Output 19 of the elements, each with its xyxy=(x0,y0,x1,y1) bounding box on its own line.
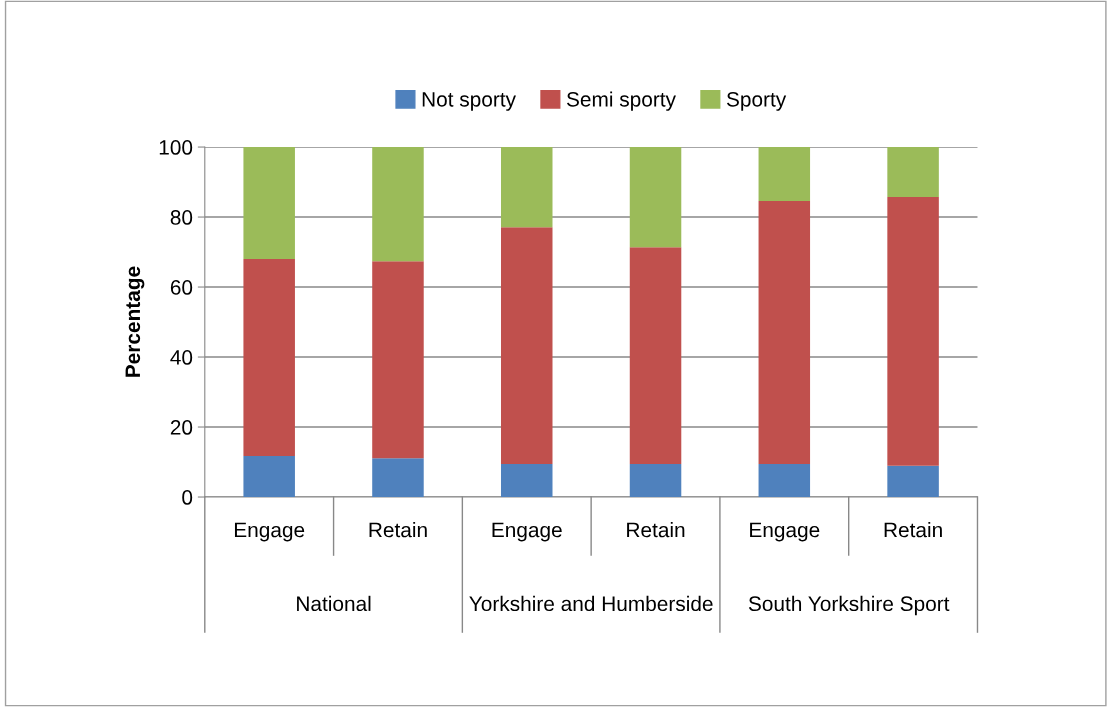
y-tick-label: 40 xyxy=(170,350,193,365)
legend-label: Sporty xyxy=(726,91,787,111)
y-axis-title: Percentage xyxy=(125,266,145,377)
x-tick-label: Retain xyxy=(627,522,685,538)
y-tick-label: 20 xyxy=(170,420,193,435)
x-tick-label: Engage xyxy=(234,522,305,542)
y-tick-label: 80 xyxy=(170,210,193,225)
text: National xyxy=(297,595,371,612)
x-tick-label: Retain xyxy=(369,522,427,538)
y-tick-label: 0 xyxy=(182,490,193,505)
y-tick-label: 100 xyxy=(159,140,193,155)
text: Yorkshire and Humberside xyxy=(469,595,713,612)
x-tick-label: Engage xyxy=(492,522,562,542)
x-tick-label: Retain xyxy=(884,522,942,538)
legend-label: Not sporty xyxy=(422,92,516,111)
y-tick-label: 60 xyxy=(170,280,193,295)
legend-label: Semi sporty xyxy=(566,91,676,111)
x-tick-label: Engage xyxy=(750,522,820,542)
text: South Yorkshire Sport xyxy=(748,595,950,616)
